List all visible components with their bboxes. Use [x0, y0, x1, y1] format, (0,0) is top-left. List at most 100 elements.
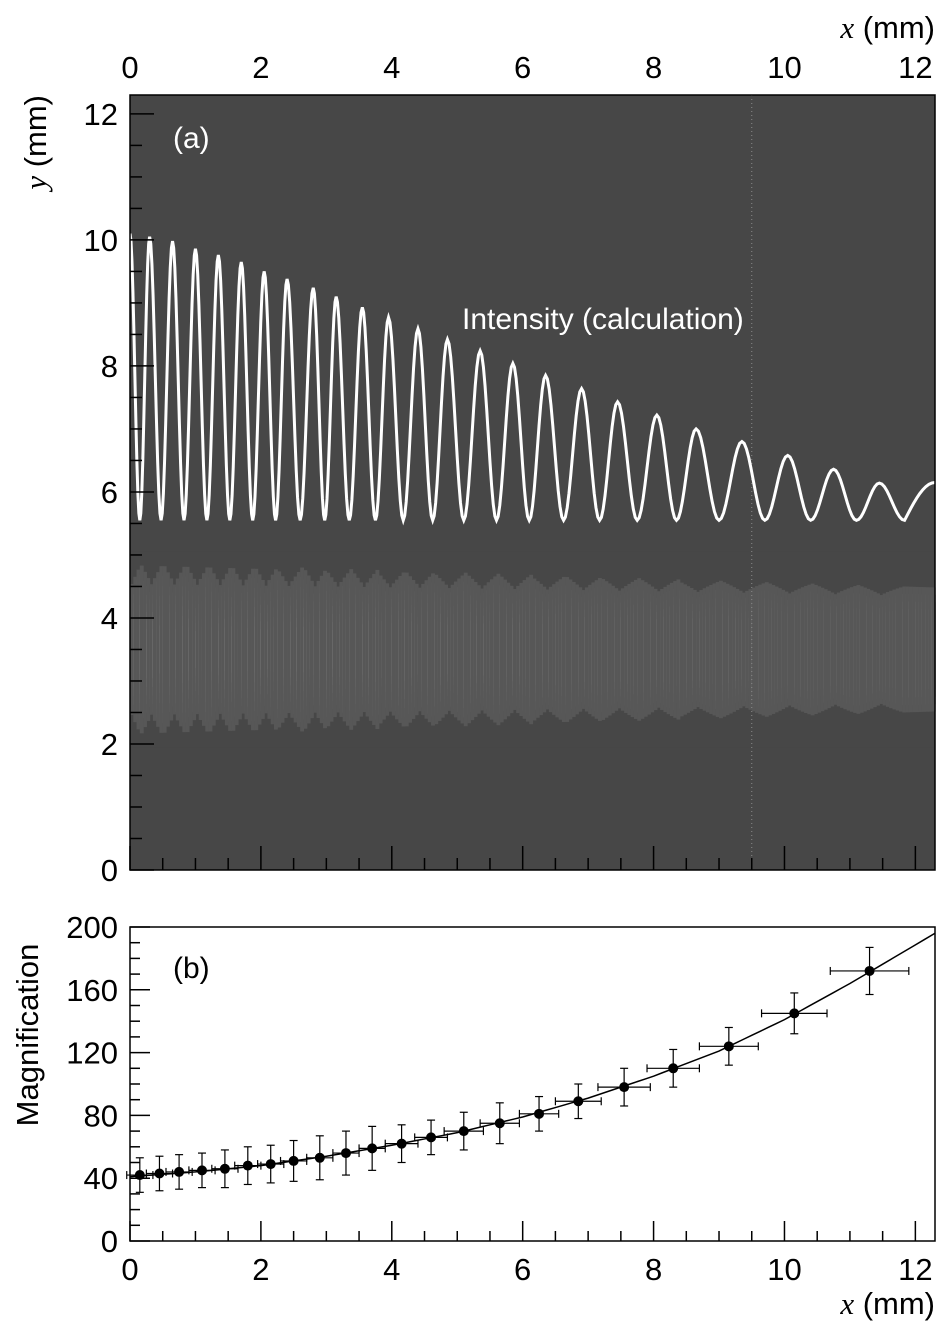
- y-tick-label: 80: [84, 1098, 118, 1133]
- heatmap-cell: [827, 590, 831, 709]
- y-tick-label: 8: [101, 349, 118, 384]
- heatmap-cell: [313, 586, 318, 713]
- heatmap-cell: [211, 573, 216, 726]
- heatmap-cell: [486, 582, 491, 717]
- panel-a-label: (a): [173, 122, 210, 155]
- heatmap-cell: [162, 566, 167, 733]
- heatmap-cell: [188, 572, 193, 727]
- y-tick-label: 4: [101, 601, 118, 636]
- heatmap-cell: [633, 579, 638, 719]
- data-point: [384, 1124, 419, 1164]
- data-marker: [174, 1166, 185, 1177]
- data-point: [698, 1026, 759, 1066]
- heatmap-cell: [179, 572, 183, 727]
- heatmap-cell: [149, 584, 154, 715]
- heatmap-cell: [355, 577, 360, 722]
- heatmap-cell: [362, 586, 367, 713]
- heatmap-cell: [751, 587, 756, 712]
- heatmap-cell: [385, 583, 390, 716]
- panel-a-x-var: x: [839, 10, 854, 45]
- x-tick-label: 10: [767, 1252, 801, 1287]
- heatmap-cell: [614, 588, 619, 711]
- data-point: [211, 1149, 239, 1189]
- heatmap-cell: [918, 587, 923, 712]
- heatmap-cell: [928, 587, 933, 712]
- data-point: [358, 1125, 386, 1171]
- heatmap-cell: [499, 576, 504, 723]
- panel-b-y-axis-title: Magnification: [10, 944, 45, 1127]
- heatmap-cell: [408, 576, 413, 723]
- data-point: [414, 1119, 449, 1156]
- heatmap-cell: [820, 587, 825, 712]
- heatmap-cell: [810, 583, 815, 716]
- heatmap-cell: [166, 572, 170, 727]
- heatmap-cell: [558, 579, 563, 720]
- data-marker: [396, 1138, 407, 1149]
- heatmap-cell: [247, 574, 252, 725]
- heatmap-cell: [172, 584, 177, 715]
- panel-b-ticks: [129, 926, 917, 1242]
- heatmap-cell: [241, 585, 246, 714]
- heatmap-cell: [270, 574, 275, 725]
- heatmap-cell: [391, 583, 396, 716]
- heatmap-cell: [931, 587, 936, 712]
- panel-a-x-unit: (mm): [854, 10, 935, 45]
- heatmap-cell: [712, 583, 717, 716]
- heatmap-cell: [489, 579, 494, 720]
- heatmap-cell: [352, 573, 357, 726]
- heatmap-cell: [516, 585, 521, 714]
- y-tick-label: 160: [66, 973, 118, 1008]
- heatmap-cell: [745, 590, 750, 709]
- heatmap-cell: [800, 587, 805, 712]
- heatmap-cell: [774, 586, 779, 713]
- heatmap-cell: [912, 586, 916, 713]
- heatmap-cell: [686, 586, 691, 713]
- heatmap-cell: [156, 572, 161, 727]
- heatmap-cell: [398, 576, 403, 723]
- heatmap-cell: [732, 587, 736, 712]
- heatmap-cell: [849, 587, 854, 712]
- data-point: [306, 1135, 334, 1181]
- heatmap-cell: [359, 582, 363, 717]
- heatmap-cell: [421, 583, 426, 716]
- heatmap-cell: [215, 579, 219, 720]
- heatmap-cell: [143, 571, 147, 728]
- heatmap-cell: [728, 585, 733, 714]
- heatmap-cell: [309, 580, 314, 719]
- x-tick-label: 2: [252, 1252, 269, 1287]
- heatmap-cell: [480, 588, 485, 711]
- heatmap-cell: [326, 572, 331, 727]
- heatmap-cell: [205, 567, 210, 732]
- data-marker: [864, 965, 875, 976]
- data-point: [279, 1139, 308, 1182]
- data-point: [597, 1067, 651, 1107]
- heatmap-cell: [813, 584, 818, 715]
- heatmap-cell: [345, 573, 350, 726]
- heatmap-cell: [859, 586, 864, 713]
- heatmap-cell: [460, 575, 465, 724]
- heatmap-cell: [725, 583, 730, 716]
- heatmap-cell: [561, 576, 566, 723]
- heatmap-cell: [303, 570, 308, 729]
- heatmap-cell: [846, 588, 851, 711]
- data-point: [188, 1152, 216, 1189]
- heatmap-cell: [791, 591, 795, 708]
- heatmap-cell: [339, 581, 344, 717]
- heatmap-cell: [699, 590, 704, 709]
- heatmap-cell: [306, 575, 311, 724]
- heatmap-cell: [620, 588, 625, 711]
- beam-heatmap: [130, 551, 936, 748]
- heatmap-cell: [833, 594, 838, 705]
- heatmap-cell: [741, 592, 746, 707]
- panel-a-y-unit: (mm): [18, 95, 53, 176]
- heatmap-cell: [296, 571, 301, 727]
- heatmap-cell: [755, 586, 759, 713]
- heatmap-cell: [869, 590, 874, 709]
- data-point: [518, 1095, 560, 1132]
- heatmap-cell: [152, 578, 157, 721]
- heatmap-cell: [777, 588, 782, 711]
- heatmap-cell: [925, 587, 930, 712]
- data-point: [234, 1146, 262, 1186]
- panel-a-y-axis-title: y (mm): [18, 95, 53, 193]
